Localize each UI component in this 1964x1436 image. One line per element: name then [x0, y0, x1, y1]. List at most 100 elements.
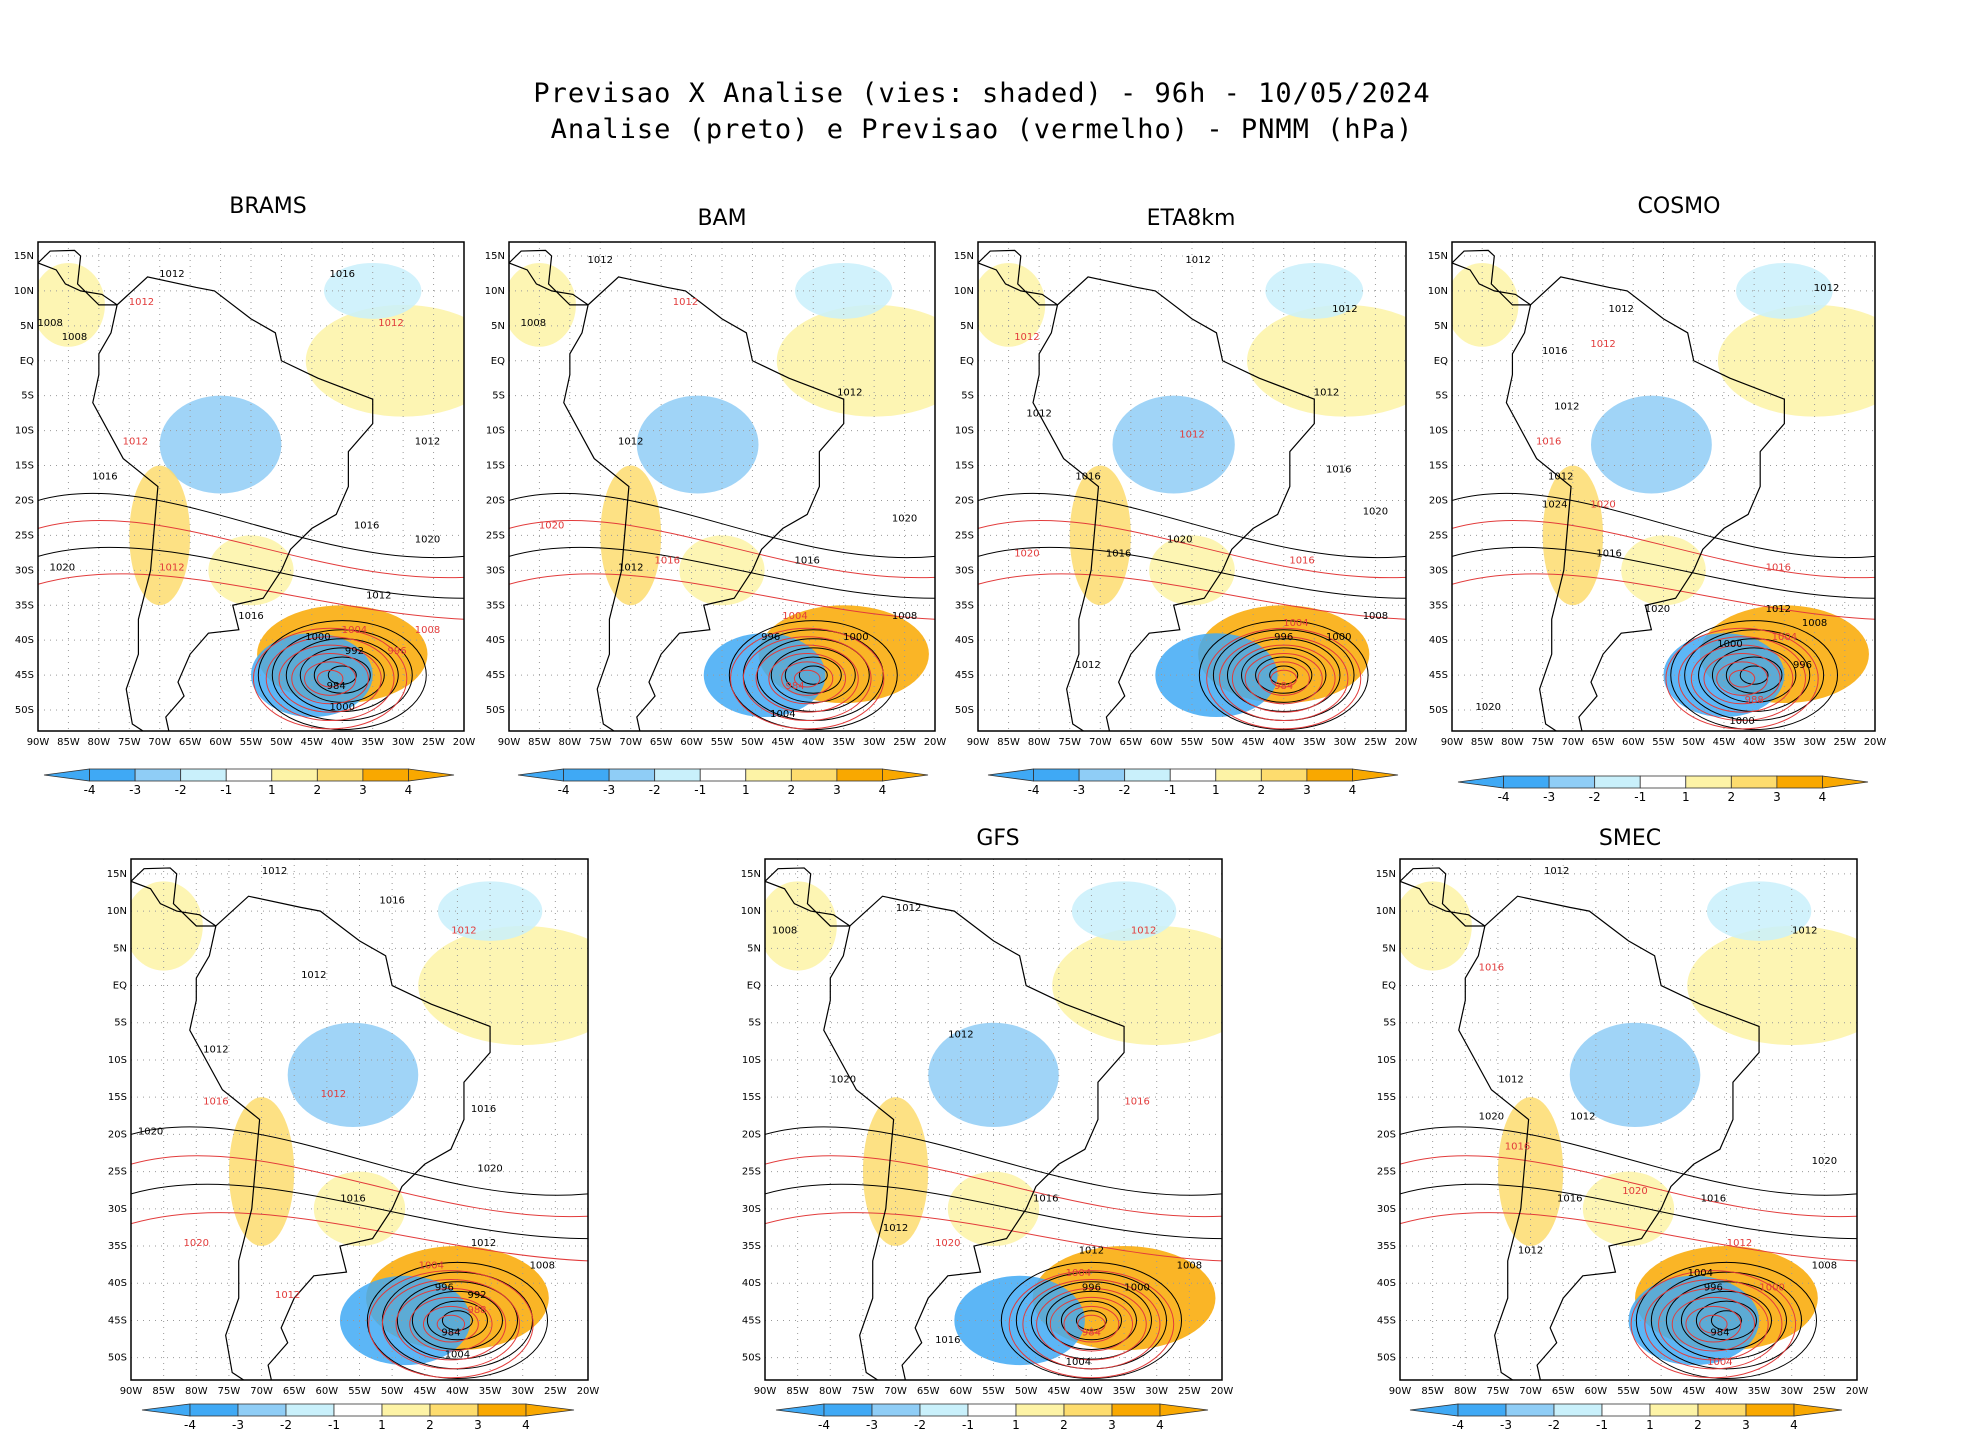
- lat-tick-label: 5S: [21, 391, 34, 402]
- bias-shading: [1071, 881, 1177, 941]
- analysis-isobar: [257, 620, 427, 731]
- lat-tick-label: 35S: [955, 600, 974, 611]
- lon-tick-label: 25W: [1813, 1386, 1836, 1397]
- isobar-label: 1008: [415, 625, 440, 636]
- isobar-label: 1008: [37, 318, 62, 329]
- lon-tick-label: 80W: [185, 1386, 208, 1397]
- colorbar-arrow-high: [525, 1403, 575, 1417]
- analysis-isobar: [770, 647, 856, 703]
- isobar-label: 1012: [1075, 660, 1100, 671]
- lon-tick-label: 20W: [1211, 1386, 1234, 1397]
- lat-tick-label: 50S: [1377, 1353, 1396, 1364]
- lat-tick-label: 20S: [742, 1129, 761, 1140]
- isobar: [509, 573, 935, 620]
- isobar-label: 1000: [1326, 632, 1351, 643]
- lat-tick-label: 45S: [1429, 670, 1448, 681]
- forecast-isobar: [1728, 669, 1756, 688]
- lat-tick-label: 20S: [1429, 495, 1448, 506]
- isobar-label: 1012: [366, 590, 391, 601]
- lon-tick-label: 45W: [1713, 737, 1736, 748]
- colorbar-tick-label: 3: [474, 1418, 482, 1429]
- isobar-label: 1012: [1079, 1245, 1104, 1256]
- lon-tick-label: 75W: [1531, 737, 1554, 748]
- colorbar-swatch: [1685, 775, 1732, 789]
- lat-tick-label: 50S: [486, 705, 505, 716]
- colorbar-swatch: [1594, 775, 1641, 789]
- isobar-label: 1012: [1544, 866, 1569, 877]
- map-frame: [508, 241, 936, 732]
- isobar-label: 996: [761, 632, 780, 643]
- colorbar-arrow-high: [882, 768, 929, 782]
- bias-shading: [1155, 633, 1278, 718]
- lon-tick-label: 55W: [1181, 737, 1204, 748]
- isobar-label: 1016: [1505, 1141, 1530, 1152]
- lon-tick-label: 35W: [1748, 1386, 1771, 1397]
- lon-tick-label: 90W: [27, 737, 50, 748]
- colorbar-tick-label: -3: [866, 1418, 878, 1429]
- map-panel-cosmo: 1012 1012 1012 1016 1012 1016 1012 1024 1020 1016…: [1428, 241, 1886, 748]
- isobar-label: 1016: [330, 269, 355, 280]
- analysis-isobar: [1684, 629, 1825, 722]
- lon-tick-label: 45W: [1047, 1386, 1070, 1397]
- isobar-label: 1020: [415, 534, 440, 545]
- lat-tick-label: 25S: [1429, 530, 1448, 541]
- lat-tick-label: 20S: [1377, 1129, 1396, 1140]
- colorbar-swatch: [1776, 775, 1823, 789]
- isobar-label: 1016: [1106, 548, 1131, 559]
- lat-tick-label: 45S: [955, 670, 974, 681]
- colorbar-tick-label: 1: [742, 783, 750, 797]
- colorbar-tick-label: 3: [359, 783, 367, 797]
- colorbar-gfs: -4 -3 -2 -1 1 2 3 4: [775, 1403, 1209, 1429]
- lon-tick-label: 75W: [852, 1386, 875, 1397]
- map-panel-bam: 1012 1008 1012 1012 1012 1020 1016 1020 1016 1012…: [485, 241, 946, 748]
- isobar-label: 1020: [1479, 1112, 1504, 1123]
- lon-tick-label: 35W: [479, 1386, 502, 1397]
- isobar-label: 1000: [305, 632, 330, 643]
- lat-tick-label: 10N: [14, 286, 34, 297]
- lat-tick-label: 5S: [961, 391, 974, 402]
- lat-tick-label: EQ: [113, 981, 127, 992]
- isobar-label: 996: [1274, 632, 1293, 643]
- lon-tick-label: 65W: [1552, 1386, 1575, 1397]
- isobar: [978, 519, 1406, 579]
- bias-shading: [287, 1022, 419, 1127]
- isobar-label: 1016: [1289, 555, 1314, 566]
- map-area: 1012 1012 1012 1016 1012 1016 1012 1024 1020 1016…: [1452, 242, 1875, 731]
- colorbar-tick-label: 2: [314, 783, 322, 797]
- colorbar-swatch: [237, 1403, 287, 1417]
- lon-tick-label: 70W: [1562, 737, 1585, 748]
- lon-tick-label: 75W: [218, 1386, 241, 1397]
- coastline-central-america: [509, 249, 589, 306]
- forecast-isobar: [1022, 1279, 1161, 1370]
- lat-tick-label: 40S: [1429, 635, 1448, 646]
- lat-tick-label: 15N: [107, 869, 127, 880]
- lat-tick-label: 10S: [486, 426, 505, 437]
- figure-title-line1: Previsao X Analise (vies: shaded) - 96h …: [533, 78, 1431, 109]
- lon-tick-label: 90W: [1441, 737, 1464, 748]
- isobar-label: 1024: [1542, 499, 1567, 510]
- lon-tick-label: 30W: [1803, 737, 1826, 748]
- isobar-label: 1004: [1066, 1268, 1091, 1279]
- analysis-isobar: [1710, 1310, 1742, 1331]
- isobar-label: 1020: [1622, 1186, 1647, 1197]
- colorbar-swatch: [134, 768, 182, 782]
- lat-tick-label: 15N: [954, 251, 974, 262]
- colorbar-swatch: [1078, 768, 1126, 782]
- lat-tick-label: 10N: [954, 286, 974, 297]
- forecast-isobar: [1206, 627, 1362, 730]
- lon-tick-label: 25W: [1178, 1386, 1201, 1397]
- lon-tick-label: 90W: [967, 737, 990, 748]
- lon-tick-label: 80W: [1501, 737, 1524, 748]
- colorbar-tick-label: 1: [1646, 1418, 1654, 1429]
- lon-tick-label: 90W: [498, 737, 521, 748]
- forecast-isobar: [265, 636, 395, 722]
- lat-tick-label: 10S: [955, 426, 974, 437]
- colorbar-swatch: [1033, 768, 1080, 782]
- analysis-isobar: [327, 665, 357, 685]
- isobar-label: 1012: [378, 318, 403, 329]
- isobar-label: 1016: [340, 1193, 365, 1204]
- lat-tick-label: 40S: [108, 1278, 127, 1289]
- colorbar-swatch: [1745, 1403, 1795, 1417]
- analysis-isobar: [1198, 620, 1369, 731]
- lon-tick-label: 55W: [1617, 1386, 1640, 1397]
